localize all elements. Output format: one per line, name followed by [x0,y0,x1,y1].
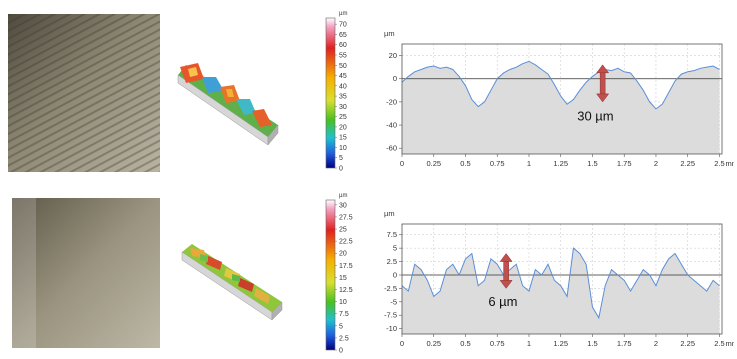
colorbar-1: µm 70 65 60 55 50 45 40 35 30 25 20 15 10 5 0 [322,6,362,181]
x-tick-label: 0.25 [426,159,441,168]
amplitude-arrow-shaft [599,71,606,96]
colorbar-tick-label: 10 [339,299,347,306]
colorbar-tick-label: 70 [339,22,347,29]
colorbar-tick-label: 25 [339,227,347,234]
colorbar-unit: µm [339,193,347,199]
y-tick-label: 7.5 [387,230,397,239]
y-tick-label: -7.5 [384,311,397,320]
y-tick-label: -5 [390,297,397,306]
colorbar-gradient [325,199,336,351]
x-tick-label: 1.25 [553,159,568,168]
y-tick-label: 2.5 [387,257,397,266]
plot-frame [401,43,723,155]
y-tick-label: 0 [393,270,397,279]
x-tick-label: 0.75 [490,339,505,348]
colorbar-gradient [325,17,336,169]
y-tick-label: -40 [386,121,397,130]
profile-fill [402,61,720,154]
profile-fill [402,248,720,334]
y-tick-label: 0 [393,74,397,83]
y-tick-label: -2.5 [384,284,397,293]
profile-chart-1: 0 0.25 0.5 0.75 1 1.25 1.5 1.75 2 2.25 2.5mm 20 0 -20… [362,24,737,179]
x-tick-label: 1.75 [617,159,632,168]
amplitude-arrow-head-up [499,253,513,262]
colorbar-tick-label: 15 [339,135,347,142]
x-tick-label: 0 [400,159,404,168]
y-axis-label: µm [384,209,395,218]
x-tick-label: 1.5 [587,159,597,168]
colorbar-tick-label: 20 [339,124,347,131]
colorbar-tick-label: 10 [339,145,347,152]
colorbar-tick-label: 30 [339,104,347,111]
x-tick-label: 2.5 [714,159,724,168]
colorbar-tick-label: 27.5 [339,214,353,221]
x-tick-label: 2.25 [680,159,695,168]
y-tick-label: 5 [393,244,397,253]
x-tick-label: 0.75 [490,159,505,168]
x-tick-label: 2.25 [680,339,695,348]
x-tick-label: 0.25 [426,339,441,348]
colorbar-tick-label: 5 [339,155,343,162]
colorbar-tick-label: 17.5 [339,263,353,270]
colorbar-tick-label: 12.5 [339,287,353,294]
colorbar-unit: µm [339,11,347,17]
colorbar-tick-label: 65 [339,32,347,39]
x-tick-label: 0.5 [460,159,470,168]
amplitude-arrow-head-down [499,280,513,289]
y-tick-label: -10 [386,324,397,333]
x-tick-label: 2 [654,159,658,168]
surface-photo-1 [8,14,160,172]
amplitude-label: 30 µm [577,108,613,123]
colorbar-tick-label: 45 [339,73,347,80]
colorbar-tick-label: 55 [339,52,347,59]
x-tick-label: 1 [527,339,531,348]
y-tick-label: 20 [389,51,397,60]
profile-chart-2: 00.250.50.7511.251.51.7522.252.5mm7.552.… [362,204,737,359]
surface-photo-2 [12,198,160,348]
profile-line [401,247,720,320]
colorbar-tick-label: 0 [339,348,343,355]
x-tick-label: 2.5 [714,339,724,348]
x-tick-label: 0.5 [460,339,470,348]
colorbar-tick-label: 5 [339,323,343,330]
plot-frame [401,223,723,335]
colorbar-tick-label: 20 [339,251,347,258]
colorbar-tick-label: 7.5 [339,311,349,318]
x-tick-label: 1.25 [553,339,568,348]
colorbar-tick-label: 60 [339,42,347,49]
x-tick-label: 2 [654,339,658,348]
amplitude-label: 6 µm [488,294,517,309]
x-tick-label: 1.75 [617,339,632,348]
x-unit-label: mm [725,159,734,168]
colorbar-tick-label: 2.5 [339,335,349,342]
colorbar-tick-label: 30 [339,202,347,209]
colorbar-tick-label: 40 [339,83,347,90]
colorbar-tick-label: 25 [339,114,347,121]
profile-line [401,60,720,110]
colorbar-2: µm 30 27.5 25 22.5 20 17.5 15 12.5 10 7.5 5 2.5 0 [322,188,362,359]
colorbar-tick-label: 0 [339,166,343,173]
y-axis-label: µm [384,29,395,38]
colorbar-tick-label: 35 [339,94,347,101]
y-tick-label: -20 [386,97,397,106]
y-tick-label: -60 [386,144,397,153]
amplitude-arrow-shaft [503,260,509,282]
amplitude-arrow-head-down [596,93,610,103]
amplitude-arrow-head-up [596,64,610,74]
3d-surface-2 [174,236,292,336]
x-unit-label: mm [725,339,734,348]
x-tick-label: 1 [527,159,531,168]
colorbar-tick-label: 15 [339,275,347,282]
colorbar-tick-label: 22.5 [339,239,353,246]
colorbar-tick-label: 50 [339,63,347,70]
3d-surface-1 [168,55,286,155]
x-tick-label: 1.5 [587,339,597,348]
x-tick-label: 0 [400,339,404,348]
